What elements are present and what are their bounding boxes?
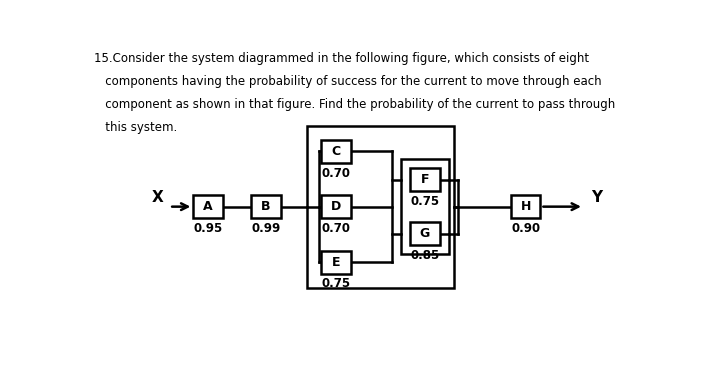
Text: B: B [262, 200, 271, 213]
Bar [321, 195, 351, 218]
Text: F: F [421, 173, 430, 186]
Text: 15.Consider the system diagrammed in the following figure, which consists of eig: 15.Consider the system diagrammed in the… [94, 52, 589, 65]
Text: 0.70: 0.70 [321, 166, 350, 179]
Bar [193, 195, 223, 218]
Text: E: E [332, 256, 340, 269]
Text: 0.90: 0.90 [511, 222, 541, 235]
Bar [511, 195, 541, 218]
Text: components having the probability of success for the current to move through eac: components having the probability of suc… [94, 75, 602, 88]
Text: A: A [203, 200, 213, 213]
Text: C: C [331, 145, 340, 158]
Bar [411, 222, 439, 245]
Text: component as shown in that figure. Find the probability of the current to pass t: component as shown in that figure. Find … [94, 98, 615, 111]
Text: Y: Y [591, 190, 602, 205]
Bar [401, 159, 449, 255]
Bar [321, 251, 351, 274]
Text: 0.70: 0.70 [321, 222, 350, 235]
Text: 0.95: 0.95 [193, 222, 223, 235]
Text: 0.75: 0.75 [321, 277, 350, 290]
Text: H: H [520, 200, 531, 213]
Text: D: D [330, 200, 341, 213]
Text: X: X [152, 190, 164, 205]
Text: G: G [420, 227, 430, 240]
Text: 0.99: 0.99 [252, 222, 280, 235]
Bar [252, 195, 281, 218]
Bar [411, 168, 439, 191]
Text: this system.: this system. [94, 121, 177, 134]
Bar [321, 140, 351, 163]
Text: 0.75: 0.75 [411, 195, 439, 208]
Bar [307, 126, 453, 288]
Text: 0.85: 0.85 [411, 249, 439, 262]
